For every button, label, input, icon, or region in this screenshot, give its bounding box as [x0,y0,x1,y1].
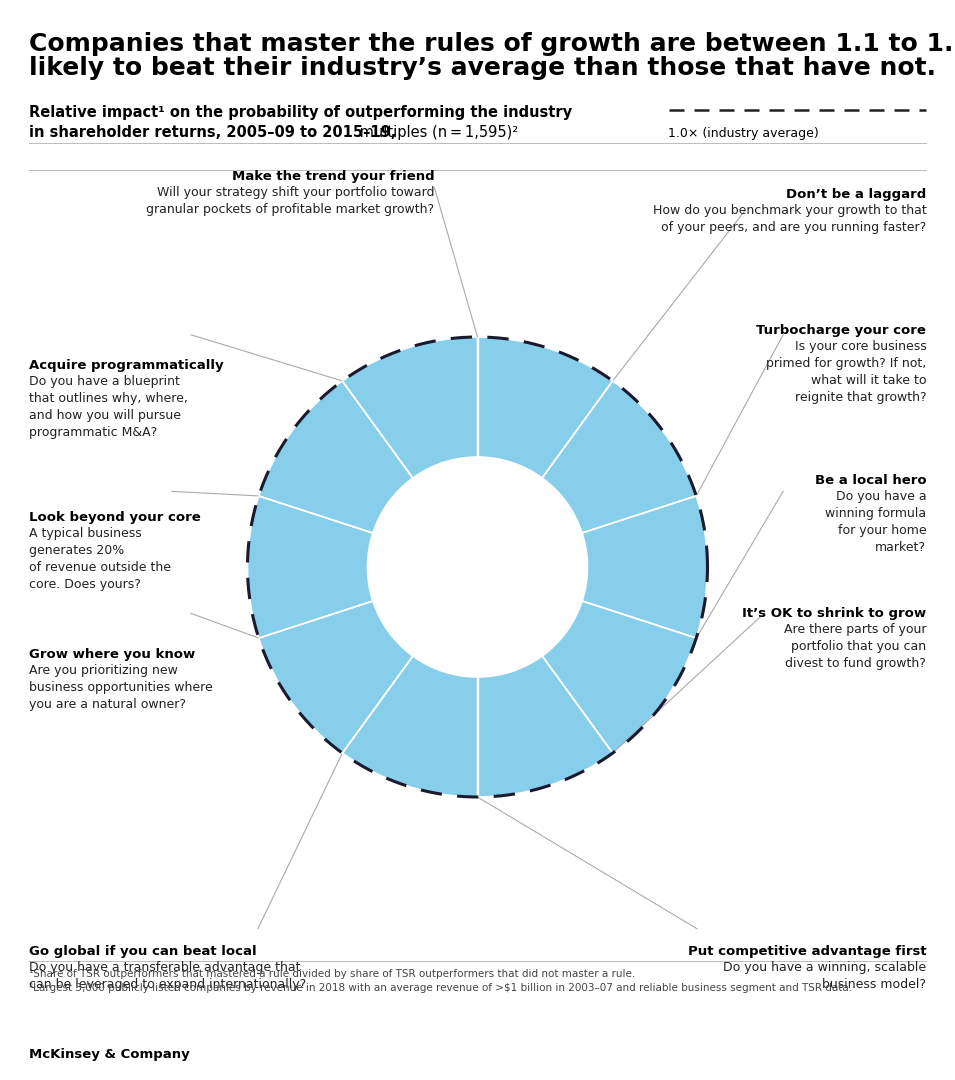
Text: Do you have a blueprint
that outlines why, where,
and how you will pursue
progra: Do you have a blueprint that outlines wh… [29,375,187,438]
Text: Acquire programmatically: Acquire programmatically [29,359,223,372]
Wedge shape [259,381,413,534]
Text: Look beyond your core: Look beyond your core [29,511,201,524]
Wedge shape [478,656,613,797]
Text: ²Largest 3,000 publicly listed companies by revenue in 2018 with an average reve: ²Largest 3,000 publicly listed companies… [29,983,852,993]
Circle shape [368,457,587,677]
Text: Is your core business
primed for growth? If not,
what will it take to
reignite t: Is your core business primed for growth?… [766,340,926,404]
Text: How do you benchmark your growth to that
of your peers, and are you running fast: How do you benchmark your growth to that… [652,204,926,234]
Text: A typical business
generates 20%
of revenue outside the
core. Does yours?: A typical business generates 20% of reve… [29,527,171,591]
Text: Do you have a transferable advantage that
can be leveraged to expand internation: Do you have a transferable advantage tha… [29,961,306,991]
Wedge shape [342,656,478,797]
Text: Do you have a
winning formula
for your home
market?: Do you have a winning formula for your h… [825,490,926,554]
Text: Relative impact¹ on the probability of outperforming the industry: Relative impact¹ on the probability of o… [29,105,572,120]
Text: multiples (n = 1,595)²: multiples (n = 1,595)² [355,125,519,140]
Text: Companies that master the rules of growth are between 1.1 to 1.7 times more: Companies that master the rules of growt… [29,32,955,56]
Text: Make the trend your friend: Make the trend your friend [232,170,435,183]
Text: 1.0× (industry average): 1.0× (industry average) [668,127,819,140]
Wedge shape [259,600,413,753]
Text: Don’t be a laggard: Don’t be a laggard [786,188,926,201]
Wedge shape [478,337,613,478]
Text: Grow where you know: Grow where you know [29,648,195,661]
Text: Are there parts of your
portfolio that you can
divest to fund growth?: Are there parts of your portfolio that y… [784,623,926,670]
Wedge shape [247,496,372,638]
Wedge shape [342,337,478,478]
Text: Do you have a winning, scalable
business model?: Do you have a winning, scalable business… [723,961,926,991]
Text: Put competitive advantage first: Put competitive advantage first [688,945,926,958]
Wedge shape [542,600,696,753]
Text: Be a local hero: Be a local hero [815,474,926,487]
Text: likely to beat their industry’s average than those that have not.: likely to beat their industry’s average … [29,56,936,80]
Text: Turbocharge your core: Turbocharge your core [756,324,926,337]
Text: Will your strategy shift your portfolio toward
granular pockets of profitable ma: Will your strategy shift your portfolio … [146,186,435,216]
Wedge shape [583,496,708,638]
Text: in shareholder returns, 2005–09 to 2015–19,: in shareholder returns, 2005–09 to 2015–… [29,125,396,140]
Text: McKinsey & Company: McKinsey & Company [29,1048,189,1061]
Text: Are you prioritizing new
business opportunities where
you are a natural owner?: Are you prioritizing new business opport… [29,664,212,711]
Wedge shape [542,381,696,534]
Text: It’s OK to shrink to grow: It’s OK to shrink to grow [742,607,926,620]
Text: Go global if you can beat local: Go global if you can beat local [29,945,256,958]
Text: ¹Share of TSR outperformers that mastered a rule divided by share of TSR outperf: ¹Share of TSR outperformers that mastere… [29,969,635,978]
